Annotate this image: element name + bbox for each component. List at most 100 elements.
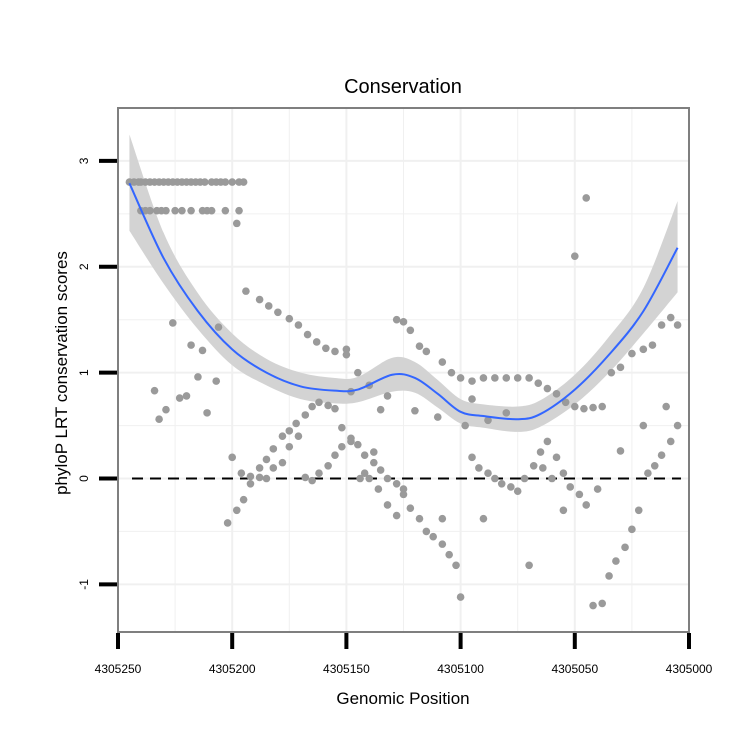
data-point xyxy=(621,543,629,552)
data-point xyxy=(566,483,575,491)
data-point xyxy=(239,495,248,504)
data-point xyxy=(203,409,211,417)
data-point xyxy=(338,423,346,432)
data-point xyxy=(198,346,207,355)
data-point xyxy=(285,427,294,435)
data-point xyxy=(598,402,607,411)
data-point xyxy=(589,601,597,610)
data-point xyxy=(162,405,170,414)
data-point xyxy=(399,485,408,493)
data-point xyxy=(187,341,195,349)
data-point xyxy=(255,464,264,472)
data-point xyxy=(399,318,408,326)
data-point xyxy=(356,474,364,483)
data-point xyxy=(146,206,154,215)
data-point xyxy=(525,374,533,382)
data-point xyxy=(269,445,278,453)
data-point xyxy=(308,402,316,411)
data-point xyxy=(301,473,310,482)
data-point xyxy=(269,464,278,472)
data-point xyxy=(342,350,351,359)
data-point xyxy=(616,363,625,372)
data-point xyxy=(214,323,223,331)
data-point xyxy=(354,440,362,449)
data-point xyxy=(456,593,465,601)
data-point xyxy=(303,330,312,339)
data-point xyxy=(331,347,339,356)
data-point xyxy=(285,442,294,451)
chart-title: Conservation xyxy=(344,76,462,98)
data-point xyxy=(650,462,659,470)
data-point xyxy=(456,374,465,382)
data-point xyxy=(644,469,652,478)
data-point xyxy=(571,402,579,411)
data-point xyxy=(207,206,216,215)
data-point xyxy=(438,540,447,548)
data-point xyxy=(548,474,556,483)
y-tick-label: 2 xyxy=(77,263,91,270)
data-point xyxy=(365,474,374,483)
data-point xyxy=(376,466,385,474)
data-point xyxy=(575,490,584,499)
data-point xyxy=(433,413,442,421)
data-point xyxy=(383,392,392,400)
data-point xyxy=(285,314,294,323)
data-point xyxy=(438,514,447,523)
data-point xyxy=(331,451,339,460)
data-point xyxy=(529,462,538,470)
data-point xyxy=(278,458,287,467)
data-point xyxy=(491,474,499,483)
data-point xyxy=(360,451,369,460)
data-point xyxy=(232,219,241,228)
data-point xyxy=(246,472,255,481)
x-tick-label: 4305150 xyxy=(323,662,370,676)
data-point xyxy=(223,519,232,527)
data-point xyxy=(589,403,597,412)
data-point xyxy=(536,448,545,456)
data-point xyxy=(543,437,552,446)
data-point xyxy=(534,379,543,388)
data-point xyxy=(194,373,202,381)
data-point xyxy=(561,398,570,407)
data-point xyxy=(648,341,657,349)
data-point xyxy=(315,398,323,407)
data-point xyxy=(212,377,221,385)
data-point xyxy=(246,479,255,488)
data-point xyxy=(520,474,529,483)
data-point xyxy=(484,416,492,425)
data-point xyxy=(497,479,506,488)
data-point xyxy=(438,358,447,366)
data-point xyxy=(571,252,579,261)
data-point xyxy=(178,206,186,215)
y-axis: -1 0 1 2 3 xyxy=(77,157,117,590)
data-point xyxy=(155,415,163,424)
data-point xyxy=(479,514,488,523)
data-point xyxy=(262,455,271,464)
data-point xyxy=(324,401,332,410)
data-point xyxy=(294,321,303,329)
data-point xyxy=(673,421,682,430)
data-point xyxy=(383,474,392,483)
x-tick-label: 4305000 xyxy=(666,662,713,676)
data-point xyxy=(580,404,588,413)
data-point xyxy=(484,469,492,478)
data-point xyxy=(411,406,419,415)
data-point xyxy=(666,437,675,446)
data-point xyxy=(616,447,625,455)
x-tick-label: 4305200 xyxy=(209,662,256,676)
x-tick-label: 4305250 xyxy=(95,662,142,676)
data-point xyxy=(338,442,346,451)
data-point xyxy=(502,409,511,417)
data-point xyxy=(468,453,476,462)
data-point xyxy=(255,295,264,304)
data-point xyxy=(593,485,602,493)
data-point xyxy=(415,342,424,350)
data-point xyxy=(639,421,648,430)
data-point xyxy=(507,483,515,491)
data-points xyxy=(125,178,682,610)
data-point xyxy=(447,368,456,377)
data-point xyxy=(673,321,682,329)
data-point xyxy=(491,374,499,382)
data-point xyxy=(312,338,321,346)
data-point xyxy=(221,206,230,215)
